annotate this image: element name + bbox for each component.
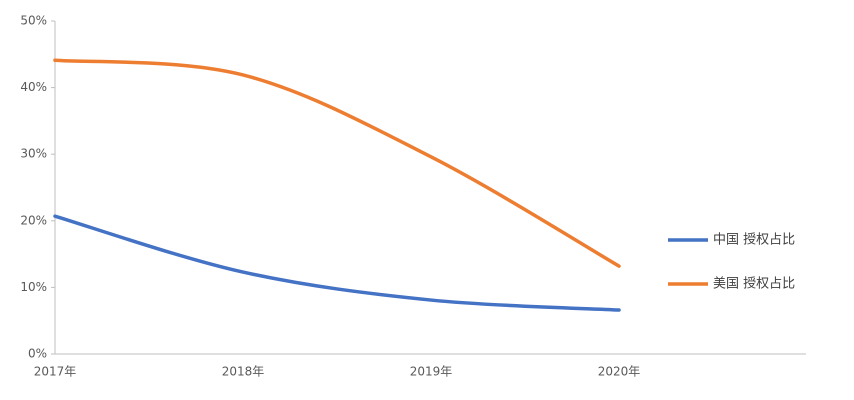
series-line bbox=[53, 214, 621, 312]
x-tick-label: 2019年 bbox=[410, 365, 453, 379]
legend-label: 美国 授权占比 bbox=[713, 276, 795, 292]
series-line bbox=[53, 58, 621, 268]
x-tick-label: 2018年 bbox=[222, 365, 265, 379]
y-tick-label: 0% bbox=[28, 347, 47, 361]
y-tick-label: 20% bbox=[20, 213, 47, 227]
y-tick-label: 40% bbox=[20, 80, 47, 94]
x-tick-label: 2017年 bbox=[34, 365, 77, 379]
y-tick-label: 30% bbox=[20, 147, 47, 161]
legend-label: 中国 授权占比 bbox=[713, 232, 795, 248]
y-tick-label: 10% bbox=[20, 280, 47, 294]
x-tick-label: 2020年 bbox=[598, 365, 641, 379]
y-tick-label: 50% bbox=[20, 14, 47, 28]
